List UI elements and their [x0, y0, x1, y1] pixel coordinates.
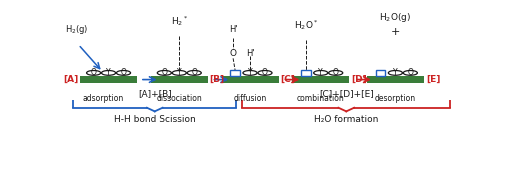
Text: adsorption: adsorption — [82, 94, 123, 103]
Bar — [376, 70, 385, 76]
Circle shape — [187, 71, 201, 75]
Text: [E]: [E] — [426, 75, 440, 84]
Bar — [222, 76, 278, 83]
Text: O: O — [191, 68, 197, 77]
Text: O: O — [121, 68, 126, 77]
Text: [C]: [C] — [280, 75, 296, 84]
Text: [C]+[D]+[E]: [C]+[D]+[E] — [319, 89, 374, 98]
Bar — [292, 76, 349, 83]
Text: dissociation: dissociation — [157, 94, 202, 103]
Circle shape — [258, 71, 272, 75]
Text: H-H bond Scission: H-H bond Scission — [114, 115, 196, 124]
Circle shape — [388, 71, 403, 75]
Text: H₂O formation: H₂O formation — [314, 115, 378, 124]
Circle shape — [117, 71, 131, 75]
Text: H': H' — [246, 49, 255, 57]
Circle shape — [329, 71, 343, 75]
Text: $\mathregular{H_2}$(g): $\mathregular{H_2}$(g) — [65, 23, 89, 36]
Text: +: + — [391, 27, 400, 37]
Text: combination: combination — [297, 94, 345, 103]
Text: desorption: desorption — [375, 94, 416, 103]
Circle shape — [87, 71, 101, 75]
Bar — [80, 76, 137, 83]
Circle shape — [314, 71, 328, 75]
Text: O: O — [262, 68, 268, 77]
Circle shape — [172, 71, 187, 75]
Text: Y: Y — [177, 68, 182, 77]
Text: Y: Y — [248, 68, 252, 77]
Circle shape — [101, 71, 116, 75]
Text: $\mathregular{H_2O}^*$: $\mathregular{H_2O}^*$ — [294, 18, 318, 32]
Text: $\mathregular{H_2}^*$: $\mathregular{H_2}^*$ — [170, 14, 188, 28]
Text: O: O — [91, 68, 96, 77]
Bar — [301, 70, 311, 76]
Bar — [230, 70, 240, 76]
Text: Y: Y — [106, 68, 111, 77]
Bar — [367, 76, 424, 83]
Text: [A]: [A] — [63, 75, 78, 84]
Text: O: O — [333, 68, 339, 77]
Circle shape — [157, 71, 171, 75]
Text: [A]+[B]: [A]+[B] — [138, 89, 171, 98]
Text: Y: Y — [318, 68, 323, 77]
Text: [B]: [B] — [210, 75, 225, 84]
Text: [D]: [D] — [351, 75, 367, 84]
Circle shape — [403, 71, 417, 75]
Text: H': H' — [229, 25, 237, 34]
Bar — [151, 76, 208, 83]
Text: O: O — [230, 49, 237, 57]
Text: Y: Y — [393, 68, 397, 77]
Text: $\mathregular{H_2O}$(g): $\mathregular{H_2O}$(g) — [379, 11, 412, 24]
Text: O: O — [408, 68, 413, 77]
Text: diffusion: diffusion — [233, 94, 267, 103]
Circle shape — [243, 71, 257, 75]
Text: O: O — [161, 68, 167, 77]
